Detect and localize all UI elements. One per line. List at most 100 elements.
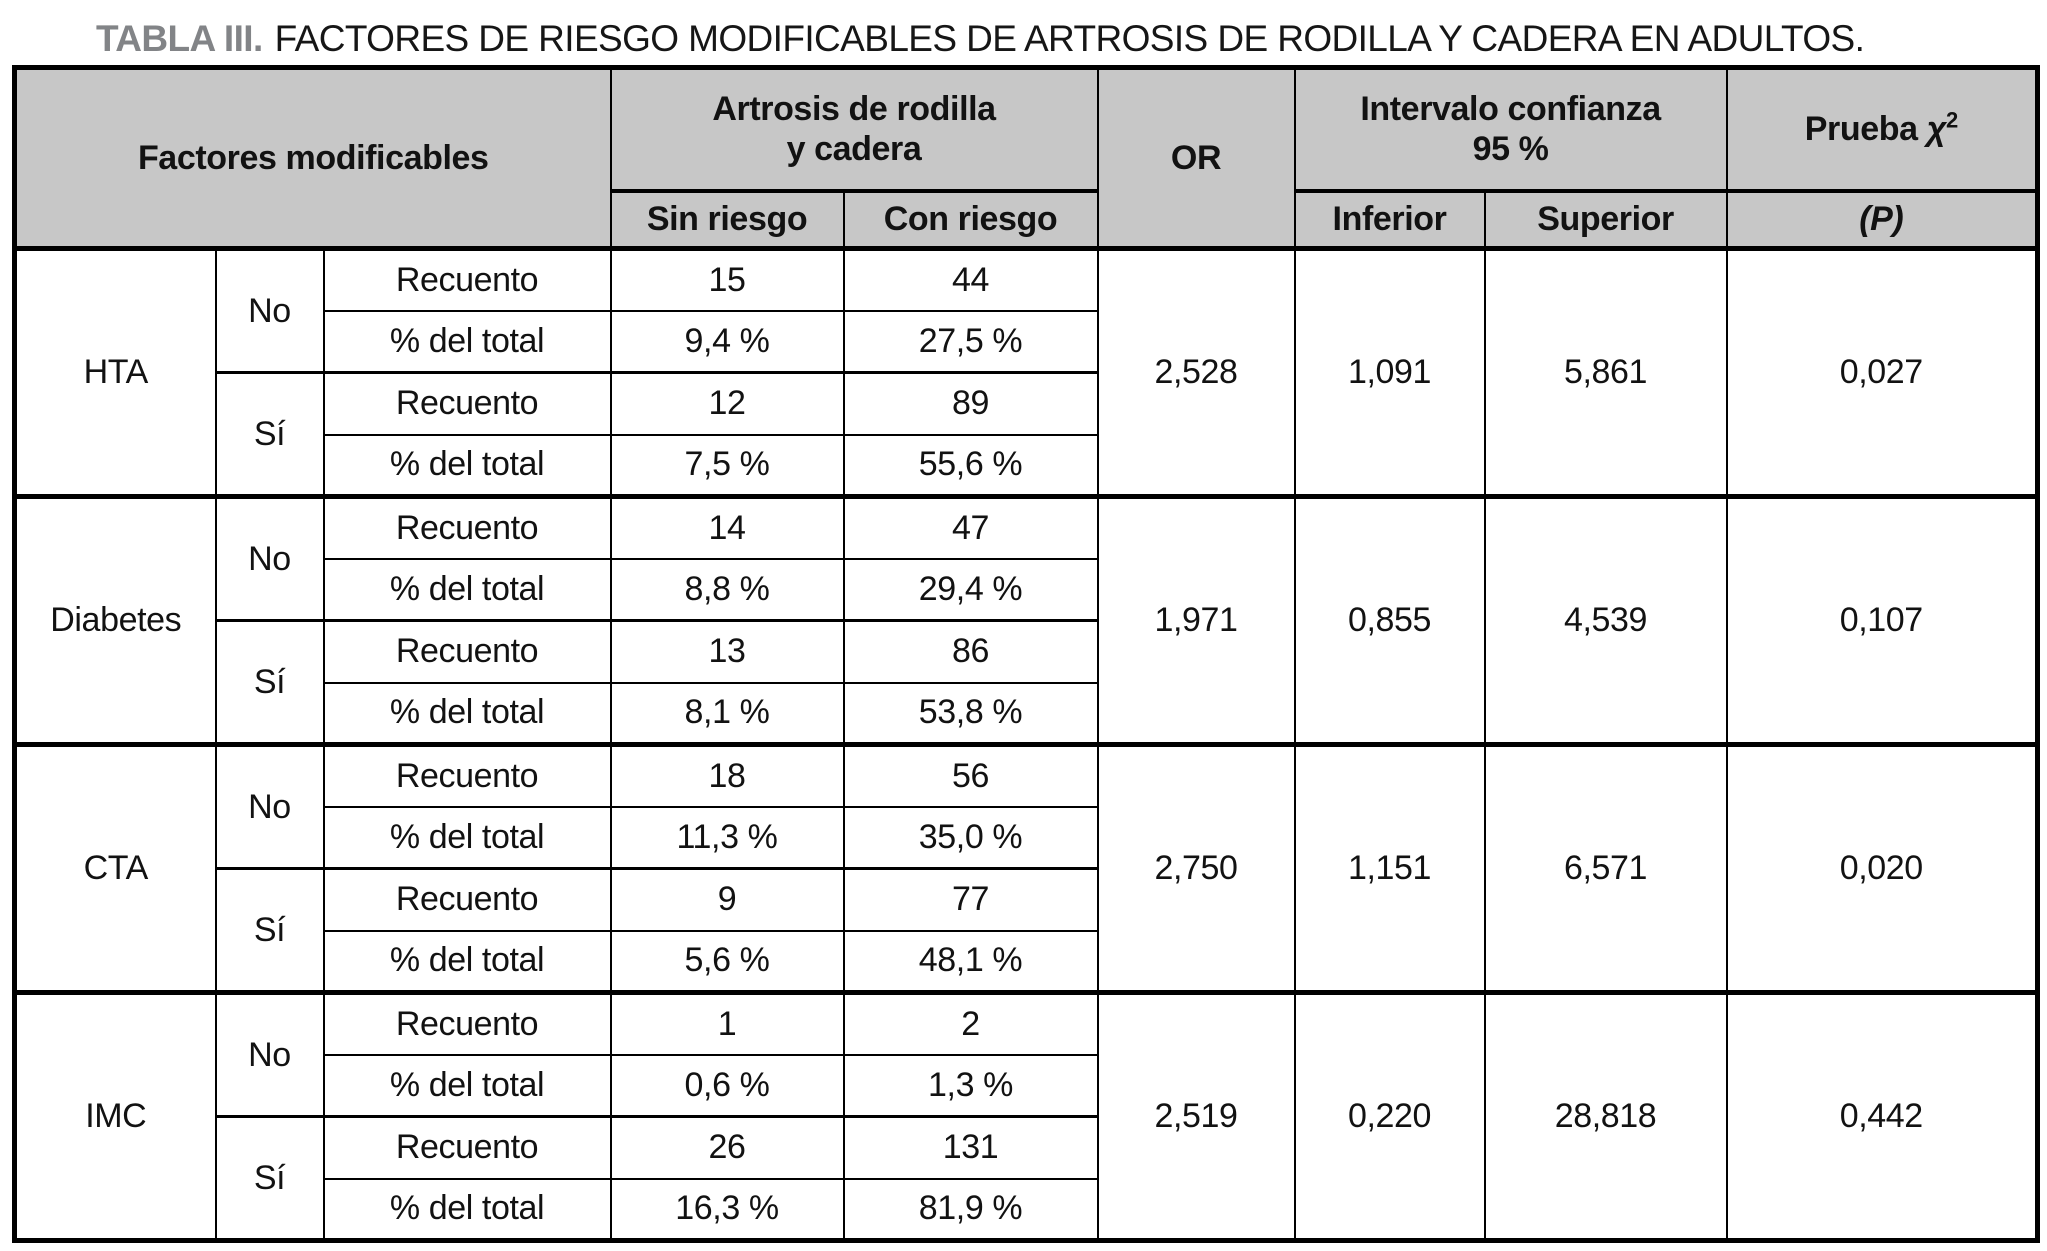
header-artrosis-line1: Artrosis de rodilla (712, 90, 996, 129)
header-row-2: Sin riesgo Con riesgo Inferior Superior … (15, 188, 2039, 250)
value-cell: 8,1 % (609, 681, 845, 746)
table-row: Sí Recuento 26 131 (15, 1115, 2038, 1242)
table-row: % del total 8,1 % 53,8 % (15, 681, 2038, 746)
recuento-label: Recuento (322, 867, 612, 932)
or-cell: 1,971 (1096, 494, 1296, 746)
value-cell: 1,3 % (842, 1053, 1099, 1118)
value-cell: 56 (842, 742, 1099, 808)
table-row: HTA No Recuento 15 44 2,528 1,091 5,861 … (13, 247, 2039, 498)
value-cell: 9 (609, 867, 845, 932)
header-con-riesgo: Con riesgo (842, 188, 1099, 250)
pct-label: % del total (322, 433, 612, 498)
p-cell: 0,020 (1725, 742, 2039, 994)
value-cell: 1 (609, 990, 845, 1056)
table-row: % del total 8,8 % 29,4 % (15, 557, 2038, 622)
risk-factors-table: Factores modificables Artrosis de rodill… (12, 65, 2041, 1243)
factor-cell-hta: HTA (13, 247, 217, 498)
value-cell: 7,5 % (609, 433, 845, 498)
pct-label: % del total (322, 805, 612, 870)
table-header: Factores modificables Artrosis de rodill… (13, 66, 2039, 250)
value-cell: 35,0 % (842, 805, 1099, 870)
si-cell: Sí (214, 867, 325, 994)
table-row: % del total 7,5 % 55,6 % (15, 433, 2038, 498)
value-cell: 81,9 % (842, 1177, 1099, 1242)
header-factores-modificables: Factores modificables (13, 67, 612, 250)
table-row: % del total 0,6 % 1,3 % (15, 1053, 2038, 1118)
recuento-label: Recuento (322, 990, 612, 1056)
recuento-label: Recuento (322, 371, 612, 436)
header-row-1: Factores modificables Artrosis de rodill… (13, 66, 2039, 250)
or-cell: 2,519 (1096, 990, 1296, 1242)
superior-cell: 4,539 (1483, 494, 1728, 746)
value-cell: 15 (609, 247, 845, 312)
table-row: CTA No Recuento 18 56 2,750 1,151 6,571 … (13, 742, 2039, 994)
header-or: OR (1096, 67, 1296, 250)
chi-exponent: 2 (1945, 107, 1958, 133)
superior-cell: 28,818 (1483, 990, 1728, 1242)
recuento-label: Recuento (322, 247, 612, 312)
table-row: % del total 11,3 % 35,0 % (15, 805, 2038, 870)
value-cell: 14 (609, 494, 845, 560)
value-cell: 29,4 % (842, 557, 1099, 622)
pct-label: % del total (322, 681, 612, 746)
header-superior: Superior (1483, 188, 1728, 250)
pct-label: % del total (322, 309, 612, 374)
si-cell: Sí (214, 619, 325, 746)
pct-label: % del total (322, 1177, 612, 1242)
table-row: Sí Recuento 9 77 (15, 867, 2038, 994)
header-sin-riesgo: Sin riesgo (609, 188, 845, 250)
recuento-label: Recuento (322, 619, 612, 684)
pct-label: % del total (322, 929, 612, 994)
table-row: % del total 5,6 % 48,1 % (15, 929, 2038, 994)
table-title-prefix: TABLA III. (96, 18, 263, 59)
value-cell: 131 (842, 1115, 1099, 1180)
table-title-text: FACTORES DE RIESGO MODIFICABLES DE ARTRO… (274, 18, 1865, 59)
no-cell: No (214, 494, 325, 622)
value-cell: 89 (842, 371, 1099, 436)
value-cell: 8,8 % (609, 557, 845, 622)
value-cell: 5,6 % (609, 929, 845, 994)
or-cell: 2,750 (1096, 742, 1296, 994)
pct-label: % del total (322, 557, 612, 622)
value-cell: 9,4 % (609, 309, 845, 374)
value-cell: 13 (609, 619, 845, 684)
value-cell: 0,6 % (609, 1053, 845, 1118)
inferior-cell: 0,220 (1293, 990, 1486, 1242)
p-cell: 0,107 (1725, 494, 2039, 746)
pct-label: % del total (322, 1053, 612, 1118)
value-cell: 11,3 % (609, 805, 845, 870)
table-body: HTA No Recuento 15 44 2,528 1,091 5,861 … (13, 247, 2039, 1242)
inferior-cell: 1,091 (1293, 247, 1486, 498)
recuento-label: Recuento (322, 742, 612, 808)
no-cell: No (214, 742, 325, 870)
recuento-label: Recuento (322, 494, 612, 560)
factor-cell-cta: CTA (13, 742, 217, 994)
no-cell: No (214, 247, 325, 374)
value-cell: 12 (609, 371, 845, 436)
header-prueba-chi2: Prueba χ2 (1725, 66, 2039, 192)
table-row: % del total 9,4 % 27,5 % (15, 309, 2038, 374)
table-row: Sí Recuento 13 86 (15, 619, 2038, 746)
p-cell: 0,027 (1725, 247, 2039, 498)
superior-cell: 6,571 (1483, 742, 1728, 994)
table-row: IMC No Recuento 1 2 2,519 0,220 28,818 0… (13, 990, 2039, 1242)
header-inferior: Inferior (1293, 188, 1486, 250)
value-cell: 47 (842, 494, 1099, 560)
value-cell: 16,3 % (609, 1177, 845, 1242)
no-cell: No (214, 990, 325, 1118)
value-cell: 53,8 % (842, 681, 1099, 746)
header-intervalo-line1: Intervalo confianza (1360, 90, 1661, 129)
value-cell: 26 (609, 1115, 845, 1180)
value-cell: 18 (609, 742, 845, 808)
table-title: TABLA III. FACTORES DE RIESGO MODIFICABLE… (96, 18, 1865, 60)
value-cell: 77 (842, 867, 1099, 932)
or-cell: 2,528 (1096, 247, 1296, 498)
factor-cell-imc: IMC (13, 990, 217, 1242)
factor-cell-diabetes: Diabetes (13, 494, 217, 746)
p-cell: 0,442 (1725, 990, 2039, 1242)
table-row: % del total 16,3 % 81,9 % (15, 1177, 2038, 1242)
value-cell: 44 (842, 247, 1099, 312)
header-p-value: (P) (1725, 188, 2039, 250)
inferior-cell: 0,855 (1293, 494, 1486, 746)
table-row: Diabetes No Recuento 14 47 1,971 0,855 4… (13, 494, 2039, 746)
